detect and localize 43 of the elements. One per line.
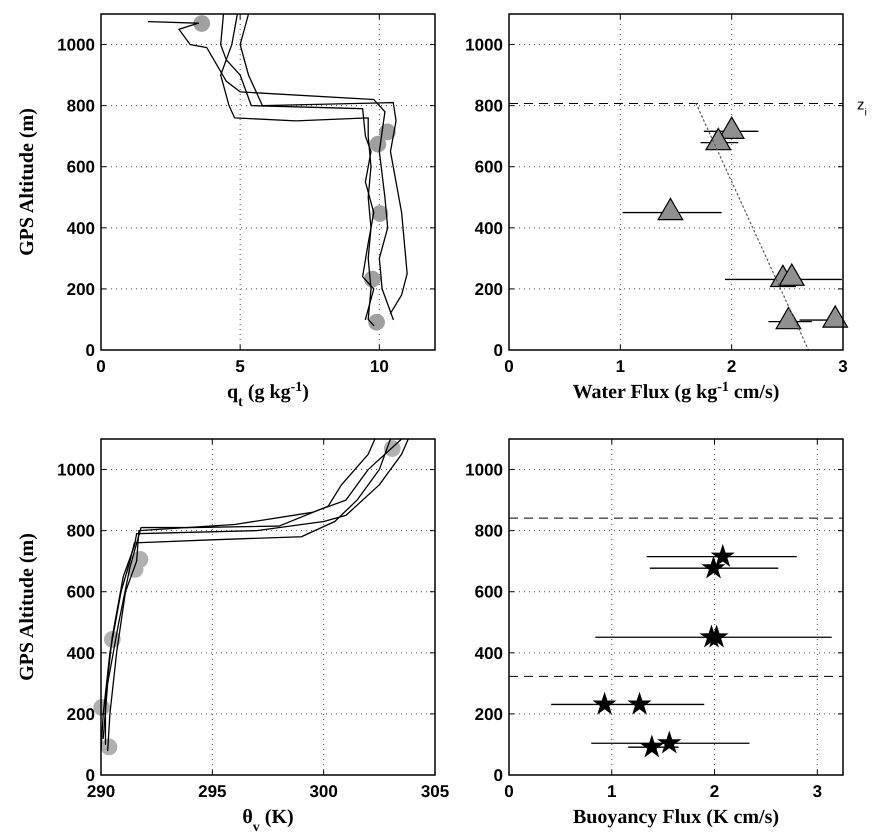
y-tick-label: 1000 (57, 460, 95, 480)
y-tick-label: 0 (86, 341, 95, 360)
x-tick-label: 3 (812, 782, 822, 801)
y-tick-label: 0 (494, 341, 503, 360)
x-tick-label: 295 (198, 782, 227, 801)
y-tick-label: 200 (66, 704, 95, 724)
y-tick-label: 200 (474, 280, 503, 299)
y-tick-label: 1000 (465, 36, 503, 55)
x-tick-label: 5 (235, 357, 245, 376)
y-tick-label: 800 (66, 96, 95, 116)
y-tick-label: 400 (66, 644, 95, 663)
x-tick-label: 290 (86, 782, 116, 801)
x-tick-label: 1 (616, 357, 626, 376)
x-axis-title: q$_{t}$ (g kg$^{-1}$) (227, 380, 309, 410)
x-tick-label: 3 (838, 357, 848, 376)
y-tick-label: 400 (474, 644, 503, 663)
y-tick-label: 0 (86, 766, 95, 785)
y-tick-label: 600 (66, 158, 95, 177)
x-tick-label: 1 (607, 782, 617, 801)
x-tick-label: 300 (309, 782, 338, 801)
x-tick-label: 10 (370, 357, 389, 376)
ref-line-label: z$_{i}$ (857, 96, 867, 118)
y-tick-label: 800 (66, 522, 95, 541)
y-tick-label: 800 (474, 96, 503, 116)
x-axis-title: Buoyancy Flux (K cm/s) (572, 806, 780, 828)
y-axis-title: GPS Altitude (m) (16, 108, 38, 256)
y-tick-label: 0 (494, 766, 503, 785)
x-axis-title: θ$_{v}$ (K) (242, 806, 294, 834)
y-axis-title: GPS Altitude (m) (16, 533, 38, 681)
y-tick-label: 1000 (57, 36, 95, 55)
x-tick-label: 305 (420, 782, 450, 801)
x-axis-title: Water Flux (g kg$^{-1}$ cm/s) (572, 380, 780, 403)
x-tick-label: 2 (726, 357, 736, 376)
y-tick-label: 600 (474, 582, 503, 602)
y-tick-label: 600 (474, 158, 503, 177)
y-tick-label: 600 (66, 582, 95, 602)
y-tick-label: 800 (474, 522, 503, 541)
y-tick-label: 200 (474, 704, 503, 724)
y-tick-label: 400 (66, 218, 95, 238)
x-tick-label: 2 (710, 782, 720, 801)
y-tick-label: 200 (66, 280, 95, 299)
y-tick-label: 1000 (465, 460, 503, 480)
y-tick-label: 400 (474, 218, 503, 238)
